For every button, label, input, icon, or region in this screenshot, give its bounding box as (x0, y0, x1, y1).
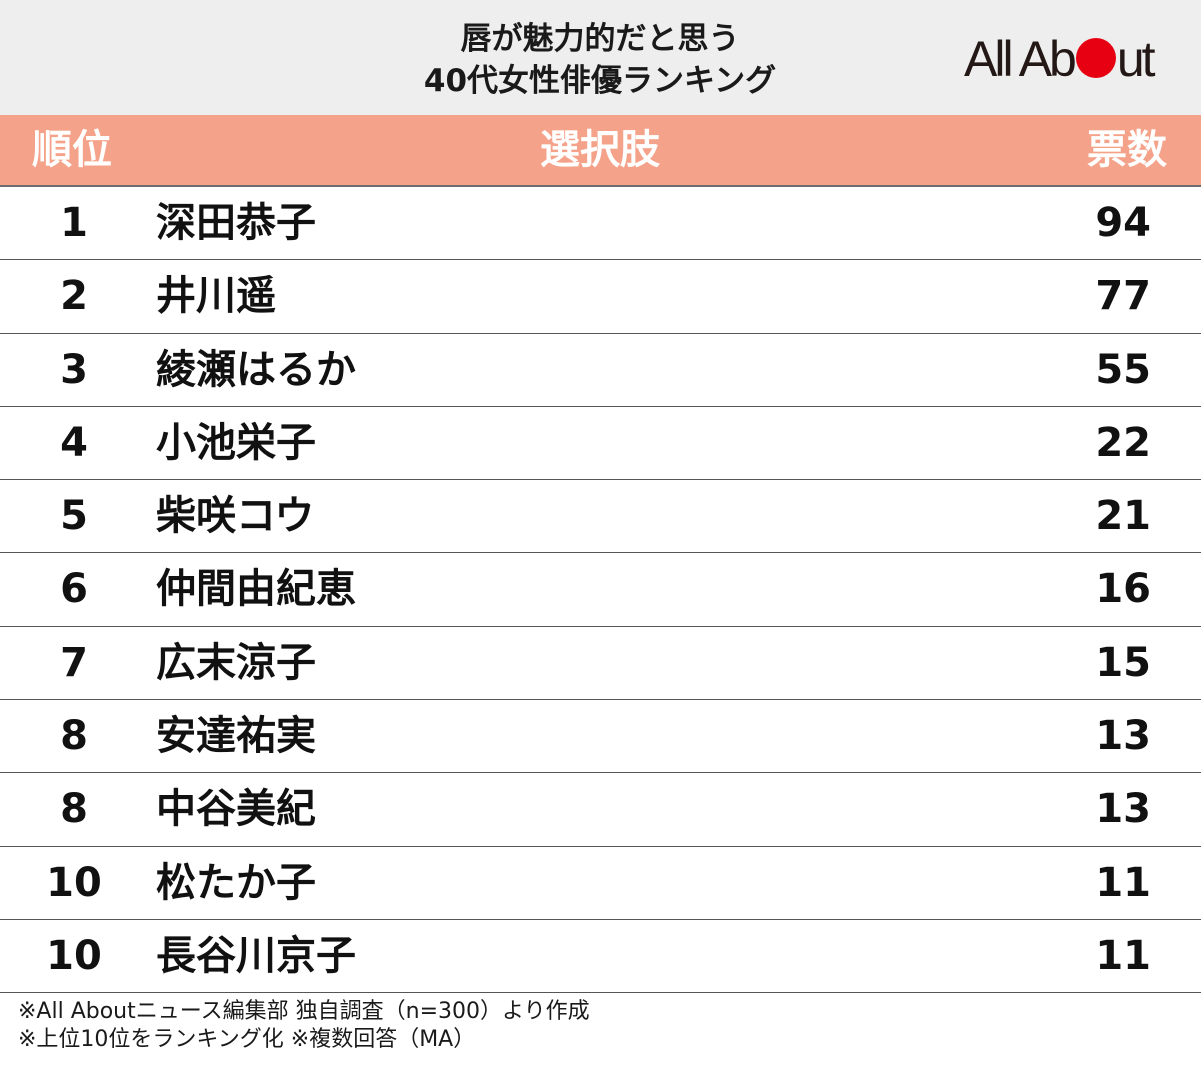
logo-text-end: ut (1116, 31, 1156, 87)
name-cell: 深田恭子 (156, 200, 316, 246)
table-row: 2 井川遥 77 (0, 260, 1201, 334)
rank-cell: 8 (60, 713, 88, 760)
table-row: 8 中谷美紀 13 (0, 773, 1201, 847)
footnotes: ※All Aboutニュース編集部 独自調査（n=300）より作成 ※上位10位… (18, 998, 590, 1054)
rank-cell: 5 (60, 493, 88, 540)
votes-cell: 16 (1095, 566, 1151, 613)
name-cell: 中谷美紀 (156, 786, 316, 833)
table-row: 3 綾瀬はるか 55 (0, 334, 1201, 407)
rank-cell: 4 (60, 419, 88, 466)
table-row: 10 長谷川京子 11 (0, 920, 1201, 994)
name-cell: 小池栄子 (156, 419, 316, 466)
rank-cell: 8 (60, 786, 88, 833)
title-band: 唇が魅力的だと思う 40代女性俳優ランキング All Ab ut (0, 0, 1201, 115)
title-line-2: 40代女性俳優ランキング (423, 63, 777, 99)
votes-cell: 15 (1095, 639, 1151, 686)
rank-cell: 3 (60, 346, 88, 393)
rank-cell: 7 (60, 639, 88, 686)
rank-cell: 10 (46, 932, 102, 979)
rank-cell: 1 (60, 200, 88, 246)
votes-cell: 11 (1095, 859, 1151, 906)
name-cell: 広末涼子 (156, 639, 316, 686)
rank-cell: 6 (60, 566, 88, 613)
table-row: 8 安達祐実 13 (0, 700, 1201, 774)
table-row: 4 小池栄子 22 (0, 407, 1201, 481)
votes-cell: 77 (1095, 273, 1151, 320)
footnote-source: ※All Aboutニュース編集部 独自調査（n=300）より作成 (18, 999, 590, 1024)
logo-text-start: All Ab (964, 31, 1077, 87)
logo-red-dot (1075, 38, 1116, 78)
votes-cell: 13 (1095, 786, 1151, 833)
name-cell: 長谷川京子 (156, 932, 356, 979)
table-row: 10 松たか子 11 (0, 847, 1201, 920)
votes-cell: 22 (1095, 419, 1151, 466)
rank-cell: 2 (60, 273, 88, 320)
table-row: 1 深田恭子 94 (0, 187, 1201, 261)
column-header-rank: 順位 (32, 127, 112, 173)
votes-cell: 55 (1095, 346, 1151, 393)
votes-cell: 94 (1095, 200, 1151, 246)
table-row: 7 広末涼子 15 (0, 627, 1201, 701)
title-line-1: 唇が魅力的だと思う (460, 21, 740, 57)
allabout-logo: All Ab ut (964, 31, 1156, 87)
name-cell: 仲間由紀恵 (156, 566, 356, 613)
votes-cell: 21 (1095, 493, 1151, 540)
column-header-choice: 選択肢 (540, 127, 660, 173)
name-cell: 綾瀬はるか (156, 346, 356, 393)
table-body: 1 深田恭子 94 2 井川遥 77 3 綾瀬はるか 55 4 小池栄子 22 5 柴咲コウ 21 6 仲間由紀… (0, 187, 1201, 994)
column-header-votes: 票数 (1087, 127, 1167, 173)
name-cell: 安達祐実 (156, 713, 316, 760)
name-cell: 井川遥 (156, 273, 276, 320)
name-cell: 柴咲コウ (156, 493, 315, 540)
rank-cell: 10 (46, 859, 102, 906)
votes-cell: 13 (1095, 713, 1151, 760)
table-row: 5 柴咲コウ 21 (0, 480, 1201, 554)
name-cell: 松たか子 (156, 859, 316, 906)
table-header: 順位 選択肢 票数 (0, 115, 1201, 187)
votes-cell: 11 (1095, 932, 1151, 979)
footnote-method: ※上位10位をランキング化 ※複数回答（MA） (18, 1027, 476, 1052)
chart-title: 唇が魅力的だと思う 40代女性俳優ランキング (300, 18, 900, 102)
table-row: 6 仲間由紀恵 16 (0, 553, 1201, 627)
